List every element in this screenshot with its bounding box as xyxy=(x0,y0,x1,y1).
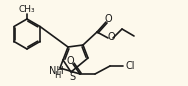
Text: O: O xyxy=(66,56,74,66)
Text: Cl: Cl xyxy=(125,61,135,71)
Text: CH₃: CH₃ xyxy=(19,4,35,14)
Text: H: H xyxy=(54,71,60,79)
Text: O: O xyxy=(107,32,115,42)
Text: S: S xyxy=(69,72,75,82)
Text: O: O xyxy=(104,14,112,24)
Text: NH: NH xyxy=(49,66,63,76)
